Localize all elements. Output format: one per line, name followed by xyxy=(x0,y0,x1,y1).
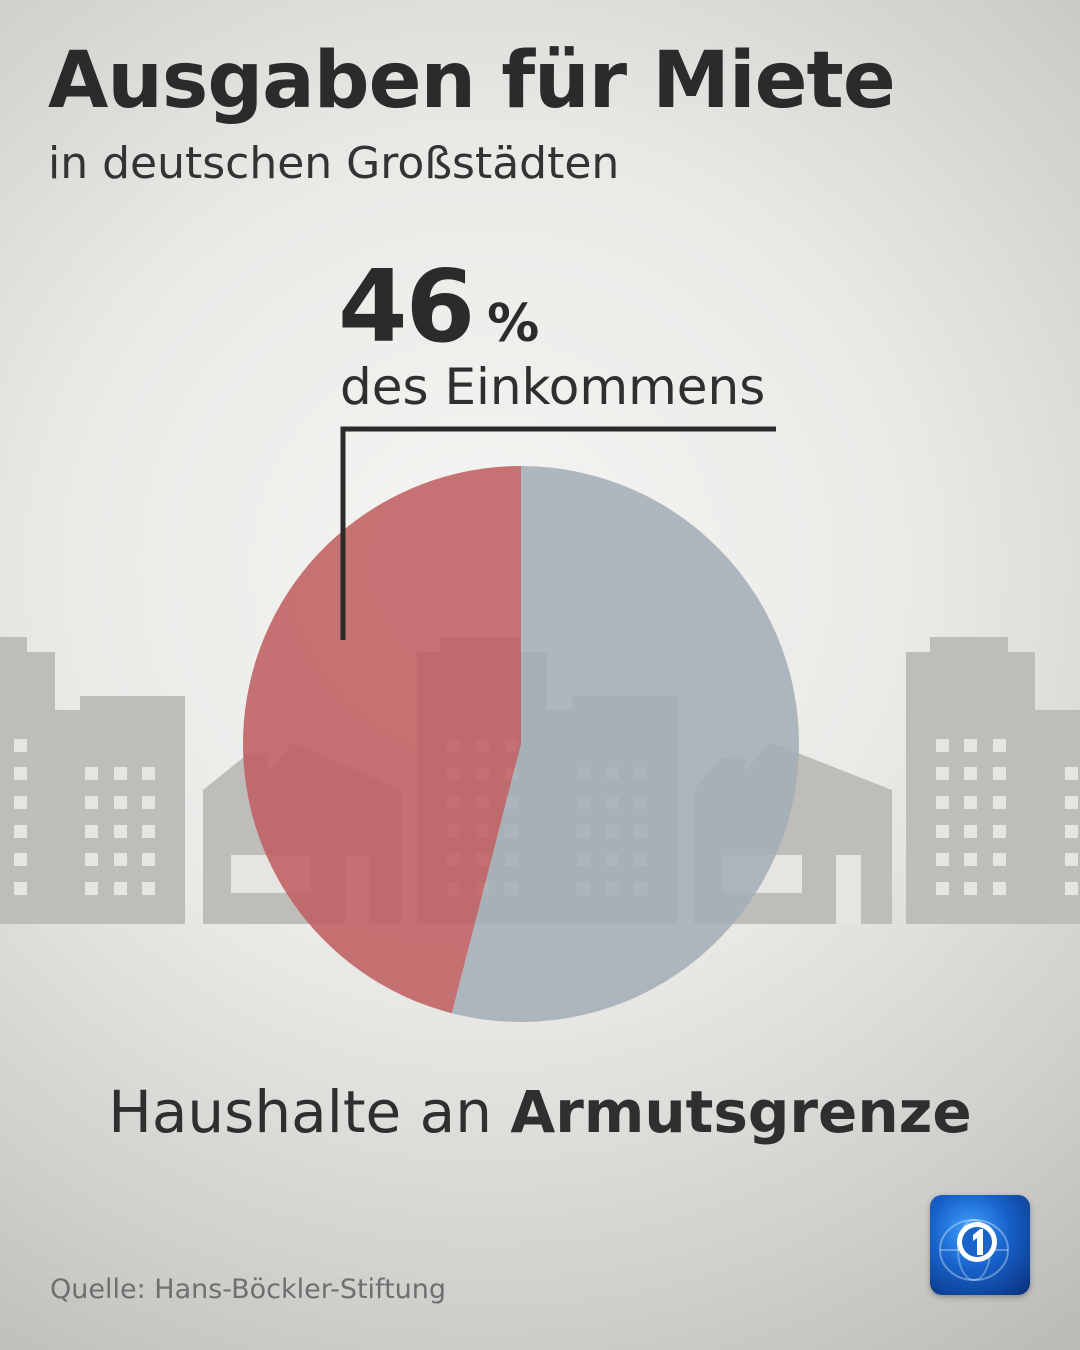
pie-slices xyxy=(243,466,800,1022)
callout-number: 46 xyxy=(338,248,475,365)
pie-slice-0 xyxy=(243,466,522,1014)
callout-leader-line xyxy=(340,426,776,640)
pie-slice-1 xyxy=(451,466,800,1022)
category-label-prefix: Haushalte an xyxy=(108,1078,492,1146)
category-label: Haushalte an Armutsgrenze xyxy=(0,1078,1080,1146)
tagesschau-logo-icon xyxy=(930,1195,1030,1295)
callout-value: 46% xyxy=(338,248,539,365)
globe-icon xyxy=(939,1219,1009,1281)
callout-caption: des Einkommens xyxy=(340,358,766,416)
chart-subtitle: in deutschen Großstädten xyxy=(48,138,620,189)
category-label-highlight: Armutsgrenze xyxy=(510,1078,972,1146)
chart-title: Ausgaben für Miete xyxy=(48,36,896,126)
source-note: Quelle: Hans-Böckler-Stiftung xyxy=(50,1274,447,1305)
callout-unit: % xyxy=(487,294,540,354)
